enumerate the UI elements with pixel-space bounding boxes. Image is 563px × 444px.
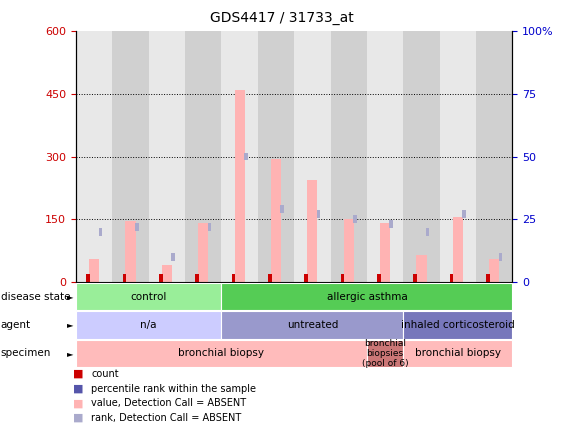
Text: agent: agent [1,320,31,330]
Bar [317,210,320,218]
Bar [198,223,208,282]
Bar [271,159,281,282]
Text: ■: ■ [73,398,84,408]
Bar [89,259,99,282]
Text: value, Detection Call = ABSENT: value, Detection Call = ABSENT [91,398,247,408]
Text: bronchial
biopsies
(pool of 6): bronchial biopsies (pool of 6) [362,338,408,369]
Text: bronchial biopsy: bronchial biopsy [178,349,265,358]
Text: allergic asthma: allergic asthma [327,292,407,301]
Bar [126,221,136,282]
Text: ►: ► [66,292,73,301]
Text: GDS4417 / 31733_at: GDS4417 / 31733_at [209,11,354,25]
Text: percentile rank within the sample: percentile rank within the sample [91,384,256,393]
Bar [377,274,381,282]
Text: control: control [131,292,167,301]
Bar [280,206,284,213]
Bar [380,223,390,282]
Bar [416,255,427,282]
Bar [450,274,453,282]
Bar [453,217,463,282]
Bar [244,153,248,160]
Bar [476,31,512,282]
Bar [486,274,490,282]
Bar [343,219,354,282]
Text: count: count [91,369,119,379]
Bar [195,274,199,282]
Text: ■: ■ [73,384,84,393]
Bar [221,31,258,282]
Bar [498,253,502,261]
Bar [413,274,417,282]
Text: ■: ■ [73,369,84,379]
Text: ►: ► [66,349,73,358]
Bar [307,179,318,282]
Bar [426,228,430,235]
Bar [235,90,245,282]
Text: rank, Detection Call = ABSENT: rank, Detection Call = ABSENT [91,413,242,423]
Bar [123,274,126,282]
Bar [86,274,90,282]
Text: n/a: n/a [141,320,157,330]
Bar [185,31,221,282]
Bar [171,253,175,261]
Bar [208,223,211,230]
Bar [440,31,476,282]
Text: ■: ■ [73,413,84,423]
Text: disease state: disease state [1,292,70,301]
Bar [367,31,403,282]
Bar [462,210,466,218]
Bar [135,223,138,230]
Bar [113,31,149,282]
Bar [99,228,102,235]
Bar [403,31,440,282]
Bar [162,265,172,282]
Bar [149,31,185,282]
Bar [489,259,499,282]
Text: ►: ► [66,321,73,329]
Bar [268,274,271,282]
Bar [76,31,113,282]
Text: untreated: untreated [287,320,338,330]
Text: bronchial biopsy: bronchial biopsy [415,349,501,358]
Bar [258,31,294,282]
Bar [159,274,163,282]
Bar [305,274,308,282]
Bar [294,31,330,282]
Bar [231,274,235,282]
Text: inhaled corticosteroid: inhaled corticosteroid [401,320,515,330]
Bar [390,221,393,228]
Bar [353,215,357,223]
Text: specimen: specimen [1,349,51,358]
Bar [330,31,367,282]
Bar [341,274,345,282]
